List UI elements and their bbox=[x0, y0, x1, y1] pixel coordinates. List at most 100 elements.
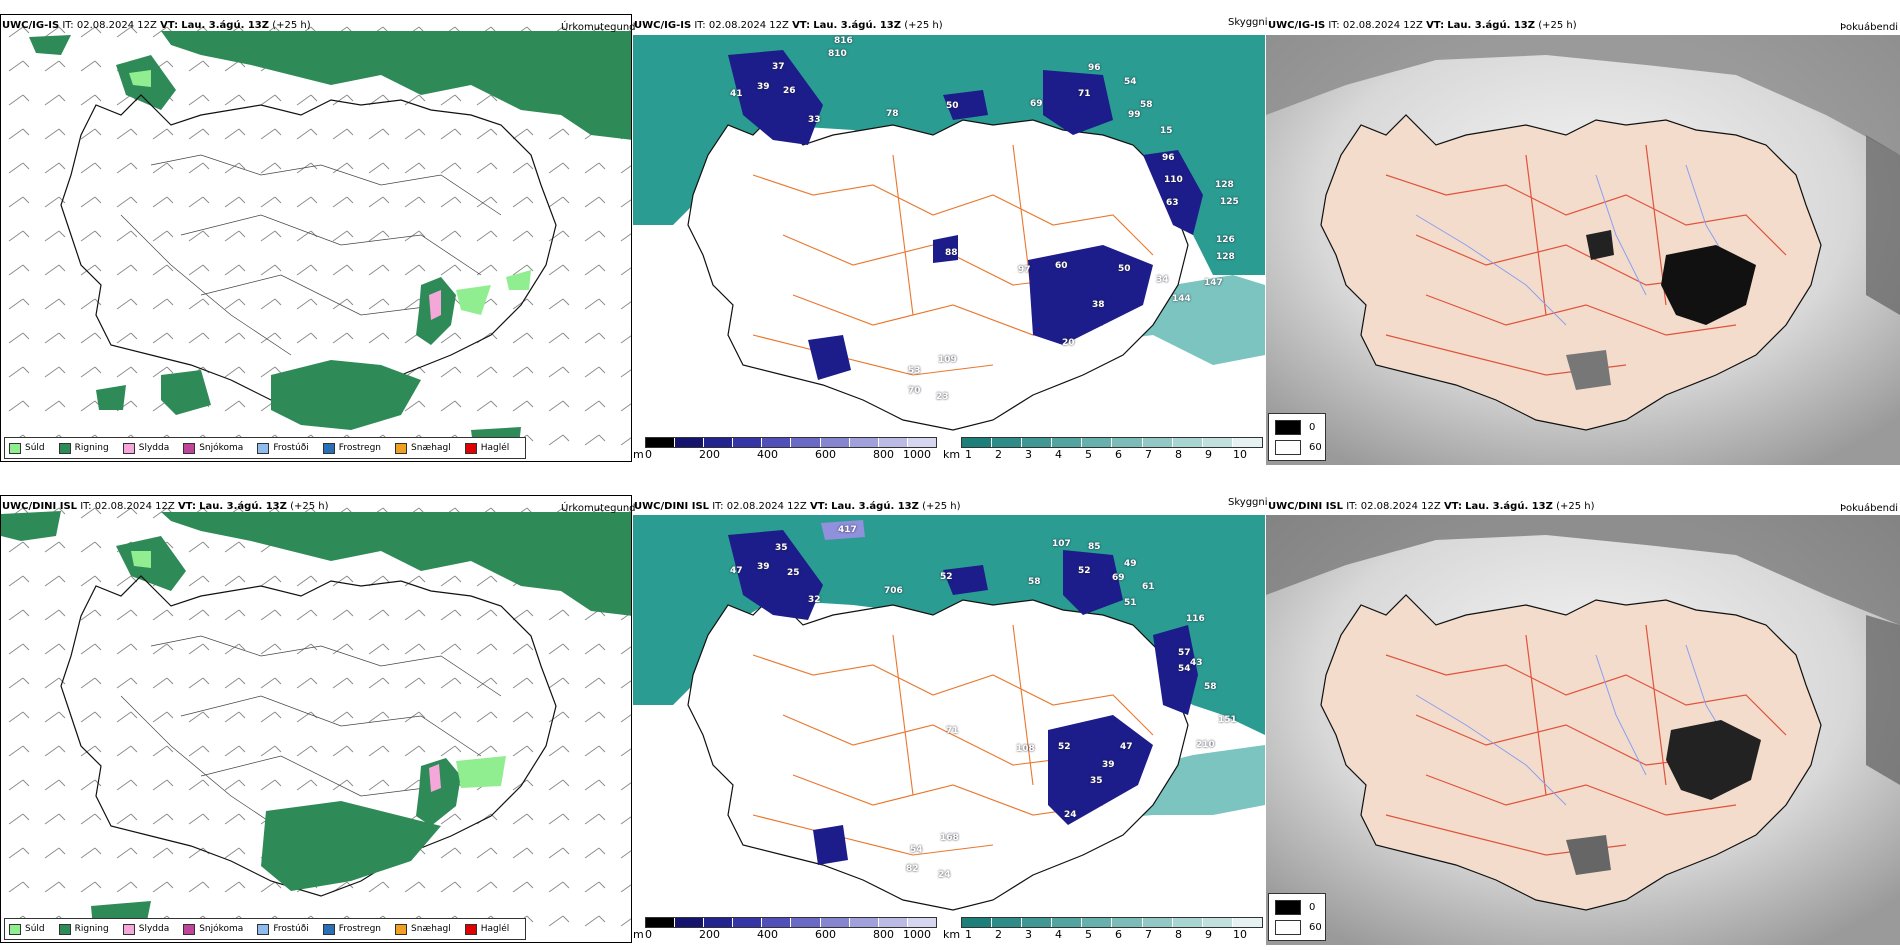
peak-label: 82 bbox=[906, 864, 919, 874]
peak-label: 54 bbox=[910, 845, 923, 855]
peak-label: 32 bbox=[808, 595, 821, 605]
peak-label: 47 bbox=[730, 566, 743, 576]
legend-item: Snæhagl bbox=[395, 442, 451, 454]
precip-map-row2 bbox=[1, 496, 631, 942]
peak-label: 33 bbox=[808, 115, 821, 125]
peak-label: 35 bbox=[1090, 776, 1103, 786]
model-name: UWC/DINI ISL bbox=[1268, 501, 1344, 512]
vt-label: VT: bbox=[160, 20, 179, 31]
fog-legend-item: 0 bbox=[1275, 420, 1315, 435]
legend-swatch bbox=[322, 923, 335, 935]
legend-swatch bbox=[122, 442, 135, 454]
legend-label: Súld bbox=[25, 443, 45, 453]
colorbar-tick: 7 bbox=[1145, 448, 1152, 461]
fog-panel-row1: 0 60 bbox=[1266, 35, 1900, 465]
legend-swatch bbox=[58, 923, 71, 935]
peak-label: 23 bbox=[936, 392, 949, 402]
colorbar-tick: 10 bbox=[1233, 448, 1247, 461]
colorbar-tick: 7 bbox=[1145, 928, 1152, 941]
colorbar-tick: 1000 bbox=[903, 448, 931, 461]
low-cloud-areas bbox=[728, 530, 1198, 865]
panel-title-fog-row2: Þokuábendi bbox=[1840, 503, 1899, 514]
iceland-coast bbox=[60, 94, 557, 416]
colorbar-tick: 8 bbox=[1175, 448, 1182, 461]
rain-area bbox=[271, 360, 421, 430]
peak-label: 107 bbox=[1052, 539, 1071, 549]
legend-swatch bbox=[58, 442, 71, 454]
lead-time: (+25 h) bbox=[1538, 20, 1577, 31]
legend-label: Snjókoma bbox=[199, 443, 244, 453]
model-name: UWC/IG-IS bbox=[2, 20, 60, 31]
legend-item: Haglél bbox=[464, 442, 509, 454]
peak-label: 53 bbox=[908, 366, 921, 376]
legend-label: Slydda bbox=[138, 924, 170, 934]
peak-label: 109 bbox=[938, 355, 957, 365]
fog-legend-row1: 0 60 bbox=[1268, 413, 1326, 461]
drizzle-area bbox=[456, 285, 491, 315]
panel-title-precip-row1: Úrkomutegund bbox=[561, 22, 636, 33]
legend-item: Snjókoma bbox=[183, 923, 243, 935]
peak-label: 58 bbox=[1140, 100, 1153, 110]
peak-label: 96 bbox=[1088, 63, 1101, 73]
rain-area bbox=[161, 370, 211, 415]
legend-item: Frostúði bbox=[257, 442, 309, 454]
legend-label: Rigning bbox=[74, 443, 109, 453]
colorbar-unit: m bbox=[633, 928, 644, 941]
colorbar-tick: 3 bbox=[1025, 928, 1032, 941]
model-name: UWC/DINI ISL bbox=[2, 501, 78, 512]
legend-swatch bbox=[464, 923, 477, 935]
colorbar-tick: 0 bbox=[645, 928, 652, 941]
it-value: 02.08.2024 12Z bbox=[726, 501, 807, 512]
fog-dense bbox=[1586, 230, 1614, 260]
peak-label: 110 bbox=[1164, 175, 1183, 185]
colorbar-tick: 0 bbox=[645, 448, 652, 461]
fog-map-row2 bbox=[1266, 515, 1900, 945]
lead-time: (+25 h) bbox=[290, 501, 329, 512]
fog-swatch bbox=[1275, 920, 1301, 935]
legend-item: Haglél bbox=[464, 923, 509, 935]
peak-label: 69 bbox=[1112, 573, 1125, 583]
panel-header-row1-fog: UWC/IG-IS IT: 02.08.2024 12Z VT: Lau. 3.… bbox=[1268, 20, 1577, 31]
peak-label: 43 bbox=[1190, 658, 1203, 668]
legend-swatch bbox=[464, 442, 477, 454]
colorbar-tick: 3 bbox=[1025, 448, 1032, 461]
peak-label: 816 bbox=[834, 36, 853, 46]
it-value: 02.08.2024 12Z bbox=[1360, 501, 1441, 512]
peak-label: 54 bbox=[1178, 664, 1191, 674]
vt-label: VT: bbox=[792, 20, 811, 31]
legend-item: Slydda bbox=[122, 442, 169, 454]
colorbar-tick: 400 bbox=[757, 448, 778, 461]
colorbar-tick: 1 bbox=[965, 928, 972, 941]
fog-legend-item: 60 bbox=[1275, 440, 1322, 455]
legend-item: Snjókoma bbox=[183, 442, 244, 454]
peak-label: 25 bbox=[787, 568, 800, 578]
peak-label: 57 bbox=[1178, 648, 1191, 658]
precip-legend-row2: Súld Rigning Slydda Snjókoma Frostúði Fr… bbox=[4, 918, 527, 940]
vt-value: Lau. 3.ágú. 13Z bbox=[831, 501, 919, 512]
drizzle-area bbox=[131, 551, 151, 568]
lead-time: (+25 h) bbox=[272, 20, 311, 31]
peak-label: 60 bbox=[1055, 261, 1068, 271]
colorbar-tick: 200 bbox=[699, 928, 720, 941]
rain-area bbox=[161, 31, 631, 140]
it-label: IT: bbox=[694, 20, 706, 31]
legend-label: Frostúði bbox=[273, 924, 309, 934]
legend-swatch bbox=[257, 923, 270, 935]
vt-label: VT: bbox=[1443, 501, 1462, 512]
peak-label: 810 bbox=[828, 49, 847, 59]
roads bbox=[1385, 144, 1787, 376]
peak-label: 63 bbox=[1166, 198, 1179, 208]
peak-label: 58 bbox=[1204, 682, 1217, 692]
peak-label: 26 bbox=[783, 86, 796, 96]
fog-map-row1 bbox=[1266, 35, 1900, 465]
iceland-coast bbox=[60, 575, 557, 897]
low-cloud-areas bbox=[728, 50, 1203, 380]
legend-label: Rigning bbox=[74, 924, 109, 934]
legend-label: Frostregn bbox=[338, 443, 382, 453]
sleet-area bbox=[429, 764, 441, 792]
peak-label: 54 bbox=[1124, 77, 1137, 87]
colorbar-tick: 6 bbox=[1115, 928, 1122, 941]
peak-label: 39 bbox=[1102, 760, 1115, 770]
legend-label: Frostregn bbox=[338, 924, 382, 934]
colorbar-unit: m bbox=[633, 448, 644, 461]
